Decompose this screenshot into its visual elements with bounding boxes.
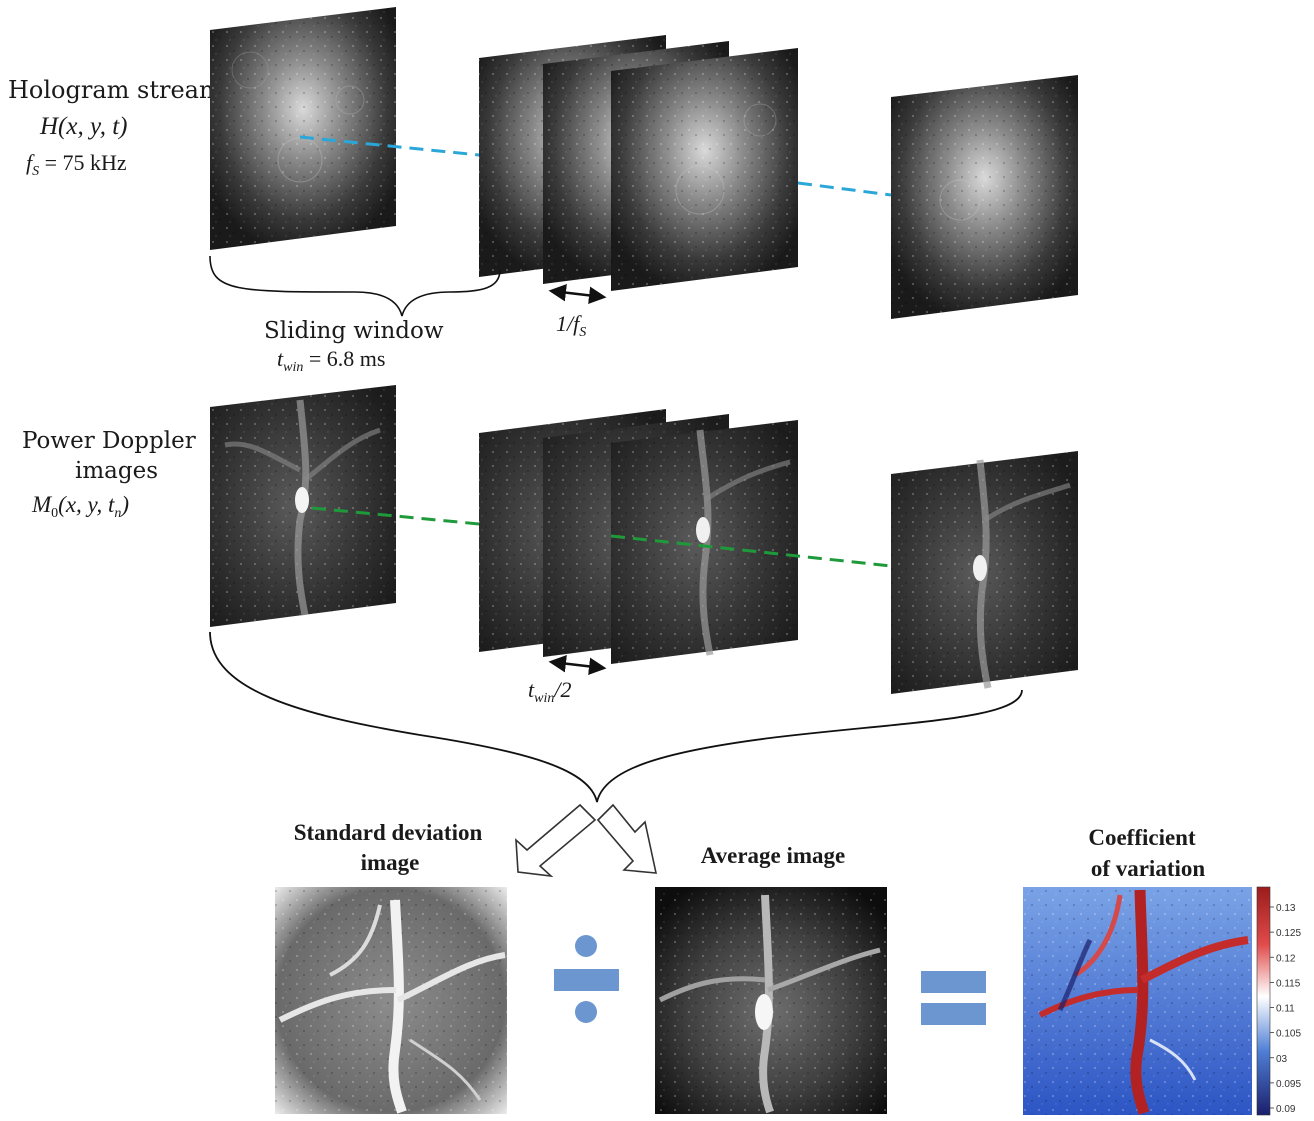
divide-operator — [554, 935, 619, 1023]
colorbar-tick-label: 0.11 — [1276, 1004, 1295, 1015]
std-title-line1: Standard deviation — [294, 820, 483, 845]
doppler-time-axis-left — [311, 506, 480, 526]
hollow-arrow-right — [596, 803, 658, 874]
hologram-frame-stack-3 — [611, 48, 798, 291]
doppler-interval-arrow — [548, 654, 607, 676]
results-row: Standard deviation image Average image C… — [275, 820, 1301, 1116]
colorbar-tick-label: 0.115 — [1276, 978, 1301, 989]
std-title-line2: image — [361, 850, 420, 875]
hologram-interval-arrow — [548, 283, 607, 305]
colorbar-gradient — [1256, 886, 1271, 1116]
colorbar: 0.13 0.125 0.12 0.115 0.11 0.105 03 0.095 0.09 — [1256, 886, 1301, 1116]
colorbar-tick-label: 0.105 — [1276, 1029, 1301, 1040]
colorbar-tick-label: 0.12 — [1276, 953, 1296, 964]
hologram-time-axis-right — [797, 181, 892, 197]
doppler-frame-last — [891, 451, 1078, 694]
sliding-window-value: twin = 6.8 ms — [277, 346, 385, 375]
sliding-window-title: Sliding window — [264, 318, 444, 344]
hologram-frame-first — [210, 7, 396, 250]
colorbar-tick-label: 0.125 — [1276, 928, 1301, 939]
hologram-frame-last — [891, 75, 1078, 319]
doppler-frame-first — [210, 385, 396, 627]
doppler-time-axis-right — [610, 534, 892, 568]
hologram-title: Hologram stream — [8, 76, 222, 104]
sliding-window-brace — [209, 255, 501, 317]
cv-title-line1: Coefficient — [1088, 825, 1196, 850]
equals-operator — [921, 971, 986, 1025]
cv-title-line2: of variation — [1091, 856, 1206, 881]
hologram-interval-label: 1/fS — [556, 311, 586, 340]
std-image — [275, 887, 507, 1114]
doppler-title-line2: images — [75, 458, 158, 484]
doppler-group-brace — [209, 631, 1023, 803]
hologram-row: Hologram stream H(x, y, t) fS = 75 kHz — [8, 7, 1078, 375]
doppler-row: Power Doppler images M0(x, y, tn) — [22, 385, 1078, 803]
doppler-title-line1: Power Doppler — [22, 428, 196, 454]
average-image — [655, 887, 887, 1114]
hologram-symbol: H(x, y, t) — [39, 113, 127, 140]
hologram-rate: fS = 75 kHz — [26, 150, 127, 179]
colorbar-tick-label: 0.13 — [1276, 903, 1296, 914]
colorbar-tick-label: 03 — [1276, 1054, 1288, 1065]
doppler-interval-label: twin/2 — [528, 677, 571, 706]
cv-image — [1023, 887, 1252, 1115]
hologram-time-axis-left — [299, 135, 480, 157]
hollow-arrow-left — [515, 803, 597, 878]
colorbar-tick-label: 0.09 — [1276, 1104, 1296, 1115]
colorbar-tick-label: 0.095 — [1276, 1079, 1301, 1090]
doppler-frame-stack-3 — [611, 420, 798, 664]
colorbar-ticks: 0.13 0.125 0.12 0.115 0.11 0.105 03 0.095 0.09 — [1270, 903, 1301, 1115]
avg-title: Average image — [701, 843, 846, 868]
doppler-symbol: M0(x, y, tn) — [31, 492, 129, 521]
